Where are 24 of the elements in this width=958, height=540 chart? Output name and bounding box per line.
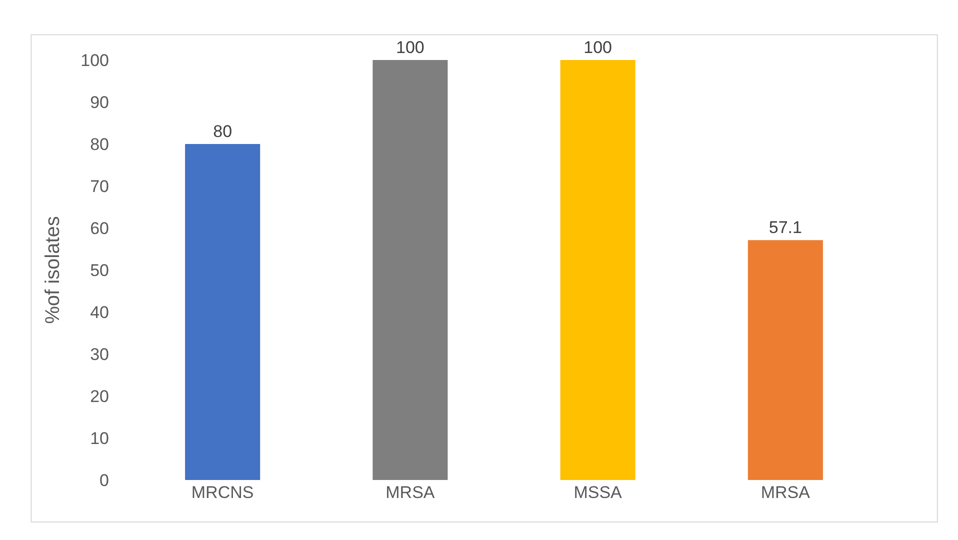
x-tick-label: MRSA — [760, 483, 811, 502]
data-label: 100 — [396, 38, 424, 57]
y-tick-label: 60 — [90, 218, 109, 238]
y-tick-label: 30 — [90, 344, 109, 364]
y-tick-label: 90 — [90, 92, 109, 112]
y-axis-title: %of isolates — [42, 216, 64, 324]
x-tick-label: MRCNS — [191, 483, 254, 502]
y-tick-label: 100 — [80, 50, 109, 70]
data-label: 100 — [584, 38, 612, 57]
y-tick-label: 80 — [90, 134, 109, 154]
bar — [185, 144, 260, 480]
data-label: 57.1 — [768, 218, 802, 238]
y-tick-label: 70 — [90, 176, 109, 196]
y-tick-label: 10 — [90, 428, 109, 448]
y-tick-label: 20 — [90, 386, 109, 406]
data-label: 80 — [213, 122, 232, 141]
bar — [560, 60, 636, 480]
y-tick-label: 0 — [100, 470, 109, 490]
x-tick-label: MSSA — [574, 483, 623, 502]
x-tick-label: MRSA — [386, 483, 436, 502]
y-tick-label: 40 — [90, 302, 109, 322]
bar — [748, 240, 823, 480]
bar — [372, 60, 448, 480]
y-tick-label: 50 — [90, 260, 109, 280]
